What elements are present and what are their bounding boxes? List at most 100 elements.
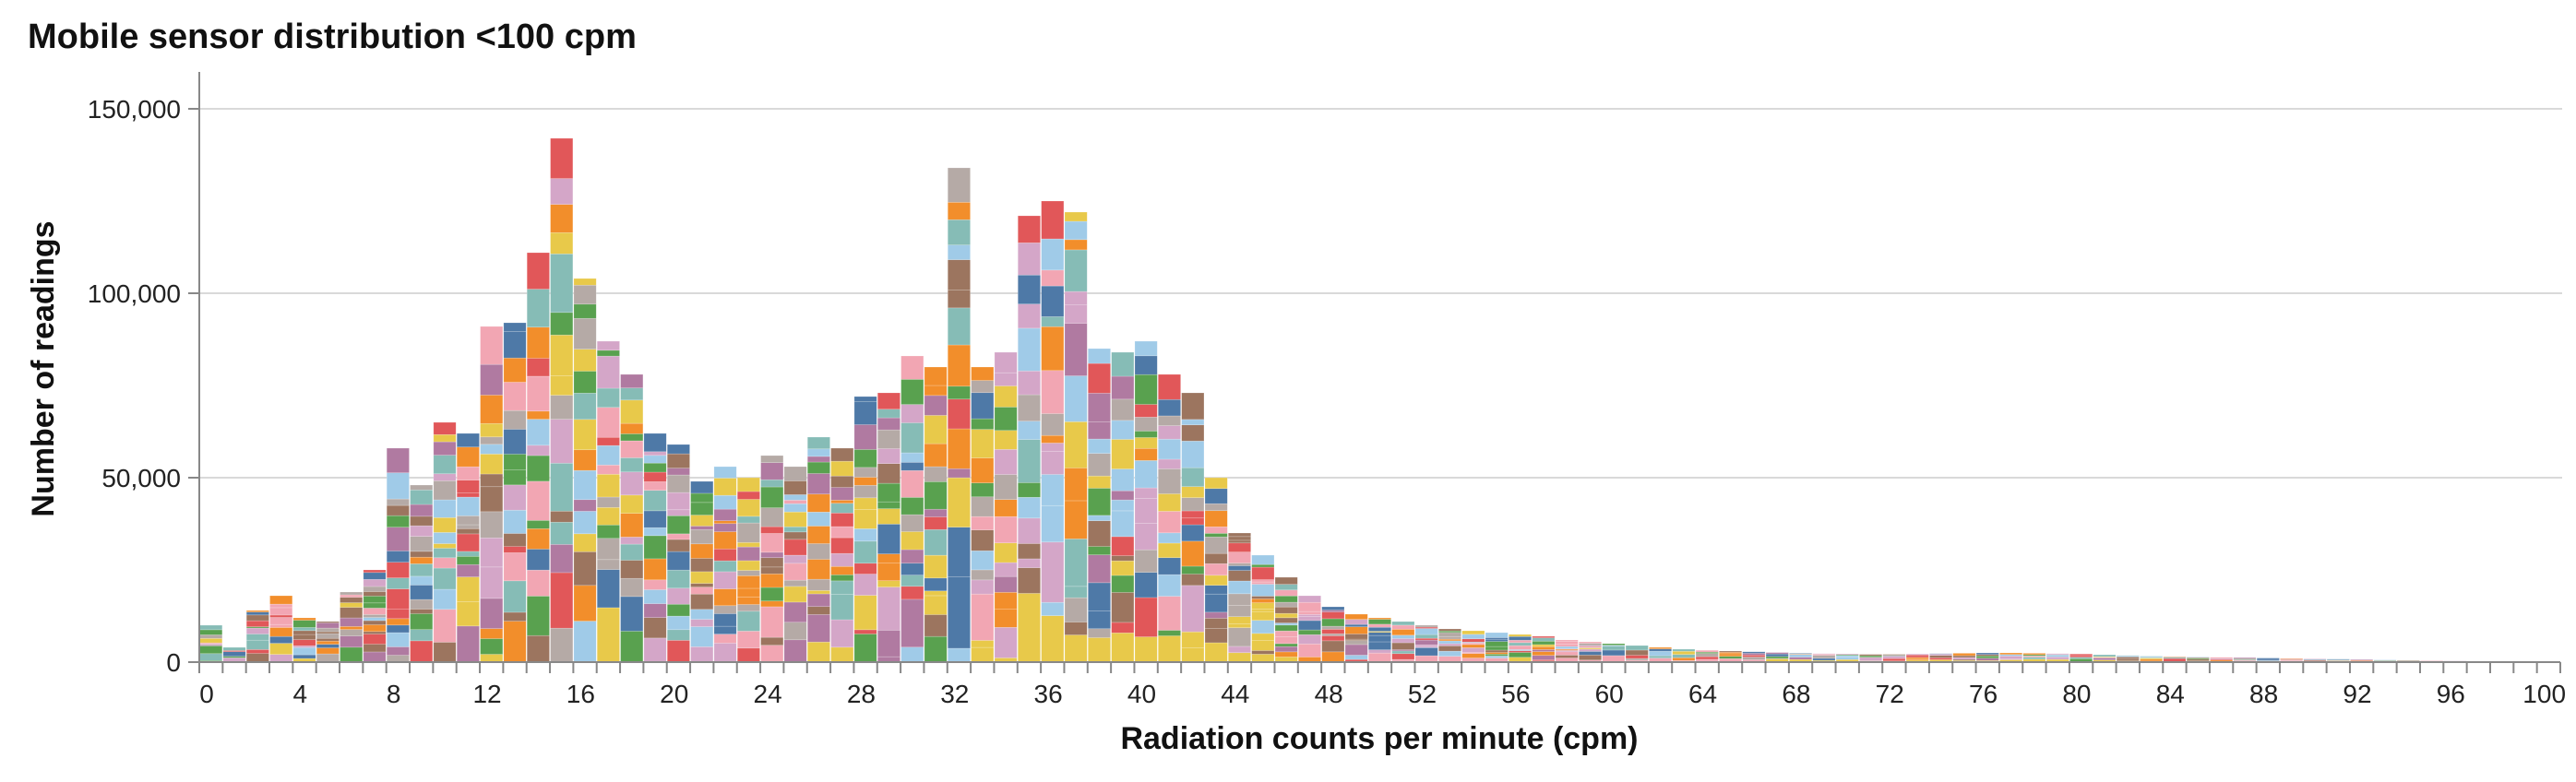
bar-segment <box>1087 421 1111 440</box>
bar-segment <box>1579 651 1602 656</box>
bar-segment <box>1672 657 1696 661</box>
bar-segment <box>806 606 830 615</box>
bar-segment <box>1158 415 1181 426</box>
bar-segment <box>1228 539 1251 544</box>
bar-segment <box>1274 651 1298 658</box>
bar-segment <box>1041 285 1065 317</box>
bar-segment <box>900 563 924 575</box>
bar-segment <box>1461 638 1485 643</box>
bar-segment <box>1414 655 1438 663</box>
bar-segment <box>736 631 760 649</box>
bar-segment <box>340 591 364 596</box>
bar-segment <box>386 646 410 656</box>
bar-segment <box>1485 638 1509 642</box>
histogram-bar <box>1602 643 1626 663</box>
bar-segment <box>245 639 269 650</box>
bar-segment <box>1017 215 1041 243</box>
bar-segment <box>1251 563 1275 568</box>
bar-segment <box>1649 646 1673 649</box>
bar-segment <box>340 629 364 636</box>
bar-segment <box>316 640 340 645</box>
bar-segment <box>269 607 293 616</box>
bar-segment <box>1251 554 1275 565</box>
bar-segment <box>1625 645 1649 651</box>
bar-segment <box>760 533 784 553</box>
bar-segment <box>245 610 269 612</box>
histogram-bar <box>1695 649 1719 663</box>
bar-segment <box>736 596 760 605</box>
bar-segment <box>1064 586 1088 598</box>
bar-segment <box>690 528 714 545</box>
bar-segment <box>736 604 760 612</box>
bar-segment <box>456 432 480 448</box>
bar-segment <box>1579 643 1602 646</box>
bar-segment <box>830 503 854 514</box>
bar-segment <box>971 529 995 551</box>
bar-segment <box>1882 658 1906 662</box>
bar-segment <box>433 441 457 456</box>
bar-segment <box>830 512 854 527</box>
x-tick-label: 24 <box>754 680 782 708</box>
x-tick-label: 16 <box>566 680 595 708</box>
bar-segment <box>1274 595 1298 603</box>
bar-segment <box>1251 620 1275 634</box>
bar-segment <box>1251 581 1275 585</box>
bar-segment <box>573 533 597 552</box>
bar-segment <box>877 508 900 525</box>
bar-segment <box>526 455 550 482</box>
bar-segment <box>1134 431 1158 438</box>
bar-segment <box>1555 655 1579 658</box>
bar-segment <box>1087 393 1111 422</box>
histogram-bar <box>386 447 410 663</box>
histogram-bar <box>1625 645 1649 663</box>
bar-segment <box>1742 657 1766 660</box>
bar-segment <box>245 634 269 641</box>
bar-segment <box>550 395 574 420</box>
bar-segment <box>1041 474 1065 506</box>
bar-segment <box>1158 438 1181 460</box>
bar-segment <box>643 432 667 453</box>
bar-segment <box>1344 623 1368 627</box>
bar-segment <box>947 344 971 387</box>
bar-segment <box>620 422 644 434</box>
bar-segment <box>1274 646 1298 653</box>
bar-segment <box>1228 605 1251 618</box>
bar-segment <box>947 259 971 290</box>
bar-segment <box>1087 520 1111 547</box>
bar-segment <box>690 515 714 527</box>
bar-segment <box>900 404 924 423</box>
bar-segment <box>1414 634 1438 639</box>
bar-segment <box>690 646 714 663</box>
histogram-bar <box>690 480 714 663</box>
histogram-bar <box>1672 648 1696 663</box>
bar-segment <box>620 373 644 389</box>
bar-segment <box>830 475 854 488</box>
bar-segment <box>1181 510 1205 519</box>
bar-segment <box>1134 522 1158 551</box>
bar-segment <box>736 491 760 500</box>
bar-segment <box>2163 656 2187 658</box>
bar-segment <box>363 572 387 580</box>
bar-segment <box>1134 417 1158 432</box>
bar-segment <box>947 527 971 577</box>
bar-segment <box>503 409 527 430</box>
bar-segment <box>1555 648 1579 651</box>
bar-segment <box>1298 601 1321 612</box>
bar-segment <box>410 504 434 517</box>
bar-segment <box>1158 557 1181 575</box>
bar-segment <box>573 585 597 622</box>
bar-segment <box>1134 597 1158 637</box>
bar-segment <box>690 543 714 559</box>
bar-segment <box>245 620 269 627</box>
bar-segment <box>1765 652 1789 655</box>
bar-segment <box>292 627 316 632</box>
bar-segment <box>1672 650 1696 655</box>
bar-segment <box>550 462 574 512</box>
bar-segment <box>269 617 293 625</box>
bar-segment <box>410 525 434 537</box>
bar-segment <box>573 317 597 350</box>
bar-segment <box>620 596 644 632</box>
histogram-bar <box>1181 392 1205 663</box>
histogram-bar <box>1532 635 1556 663</box>
